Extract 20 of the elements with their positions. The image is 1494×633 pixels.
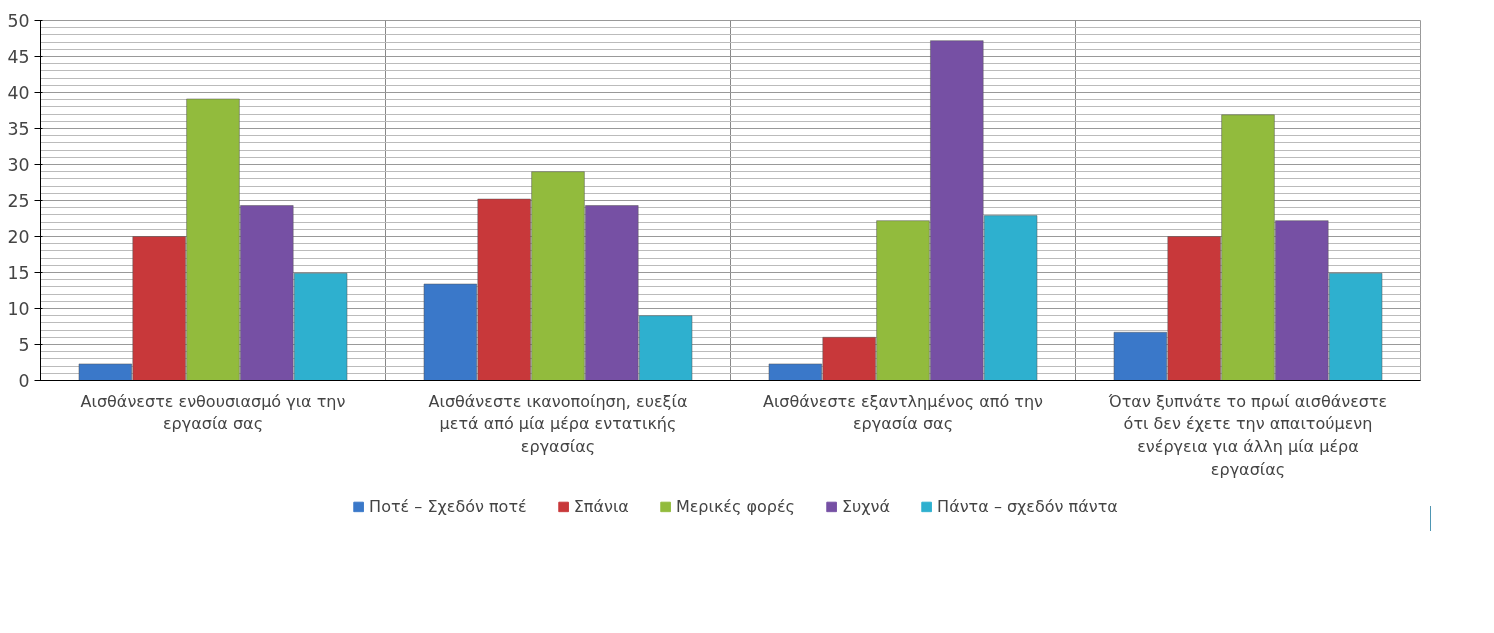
x-tick-label: Αισθάνεστε εξαντλημένος από την εργασία σας (762, 391, 1044, 434)
y-tick-label: 15 (7, 263, 30, 283)
y-tick-label: 40 (7, 83, 30, 103)
y-tick-label: 25 (7, 191, 30, 211)
y-tick-label: 20 (7, 227, 30, 247)
y-tick-label: 35 (7, 119, 30, 139)
legend-label: Σπάνια (573, 496, 629, 516)
y-tick-label: 45 (7, 47, 30, 67)
y-tick-label: 50 (7, 11, 30, 31)
x-tick-label: Αισθάνεστε ικανοποίηση, ευεξία μετά από μία μέρα εντατικής εργασίας (428, 391, 688, 457)
y-tick-label: 0 (18, 371, 30, 391)
y-tick-label: 5 (18, 335, 30, 355)
x-tick-label: Όταν ξυπνάτε το πρωί αισθάνεστε ότι δεν έχετε την απαιτούμενη ενέργεια για άλλη μία μέρα εργασίας (1107, 391, 1388, 479)
legend-label: Μερικές φορές (675, 496, 795, 516)
y-tick-label: 10 (7, 299, 30, 319)
legend-label: Πάντα – σχεδόν πάντα (937, 496, 1118, 516)
x-tick-label: Αισθάνεστε ενθουσιασμό για την εργασία σας (80, 391, 346, 434)
legend-label: Ποτέ – Σχεδόν ποτέ (369, 496, 527, 516)
y-tick-label: 30 (7, 155, 30, 175)
legend-label: Συχνά (842, 496, 891, 516)
